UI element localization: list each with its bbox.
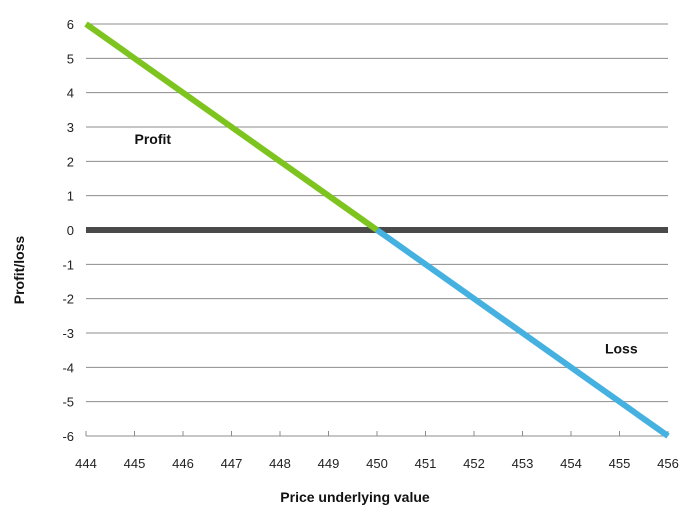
x-tick-label: 448 (269, 456, 291, 471)
y-tick-label: -6 (62, 429, 74, 444)
x-axis-title: Price underlying value (280, 489, 430, 505)
x-tick-label: 445 (124, 456, 146, 471)
x-tick-label: 450 (366, 456, 388, 471)
y-tick-label: 5 (67, 51, 74, 66)
x-tick-label: 453 (512, 456, 534, 471)
y-tick-label: 3 (67, 120, 74, 135)
series-line-1 (375, 227, 670, 439)
y-tick-label: 1 (67, 189, 74, 204)
y-tick-labels: 6 5 4 3 2 1 0 -1 -2 -3 -4 -5 -6 (62, 17, 74, 444)
y-tick-label: -1 (62, 257, 74, 272)
y-tick-label: -2 (62, 292, 74, 307)
x-tick-label: 447 (221, 456, 243, 471)
x-tick-label: 451 (415, 456, 437, 471)
y-tick-label: -4 (62, 360, 74, 375)
y-tick-label: 0 (67, 223, 74, 238)
x-tick-label: 455 (609, 456, 631, 471)
y-tick-label: 2 (67, 154, 74, 169)
x-tick-label: 449 (318, 456, 340, 471)
y-tick-label: 4 (67, 86, 74, 101)
annotations: Profit Loss (135, 131, 638, 356)
x-tick-labels: 444 445 446 447 448 449 450 451 452 453 454 455 456 (75, 456, 679, 471)
series-line-0 (84, 21, 379, 233)
series-lines (84, 21, 670, 439)
y-axis-title: Profit/loss (11, 236, 27, 305)
annotation-loss: Loss (605, 341, 638, 357)
y-tick-label: -5 (62, 395, 74, 410)
x-tick-label: 454 (560, 456, 582, 471)
annotation-profit: Profit (135, 131, 172, 147)
y-tick-label: -3 (62, 326, 74, 341)
y-tick-label: 6 (67, 17, 74, 32)
x-tick-label: 446 (172, 456, 194, 471)
x-tick-label: 456 (657, 456, 679, 471)
x-tick-label: 444 (75, 456, 97, 471)
x-tick-label: 452 (463, 456, 485, 471)
